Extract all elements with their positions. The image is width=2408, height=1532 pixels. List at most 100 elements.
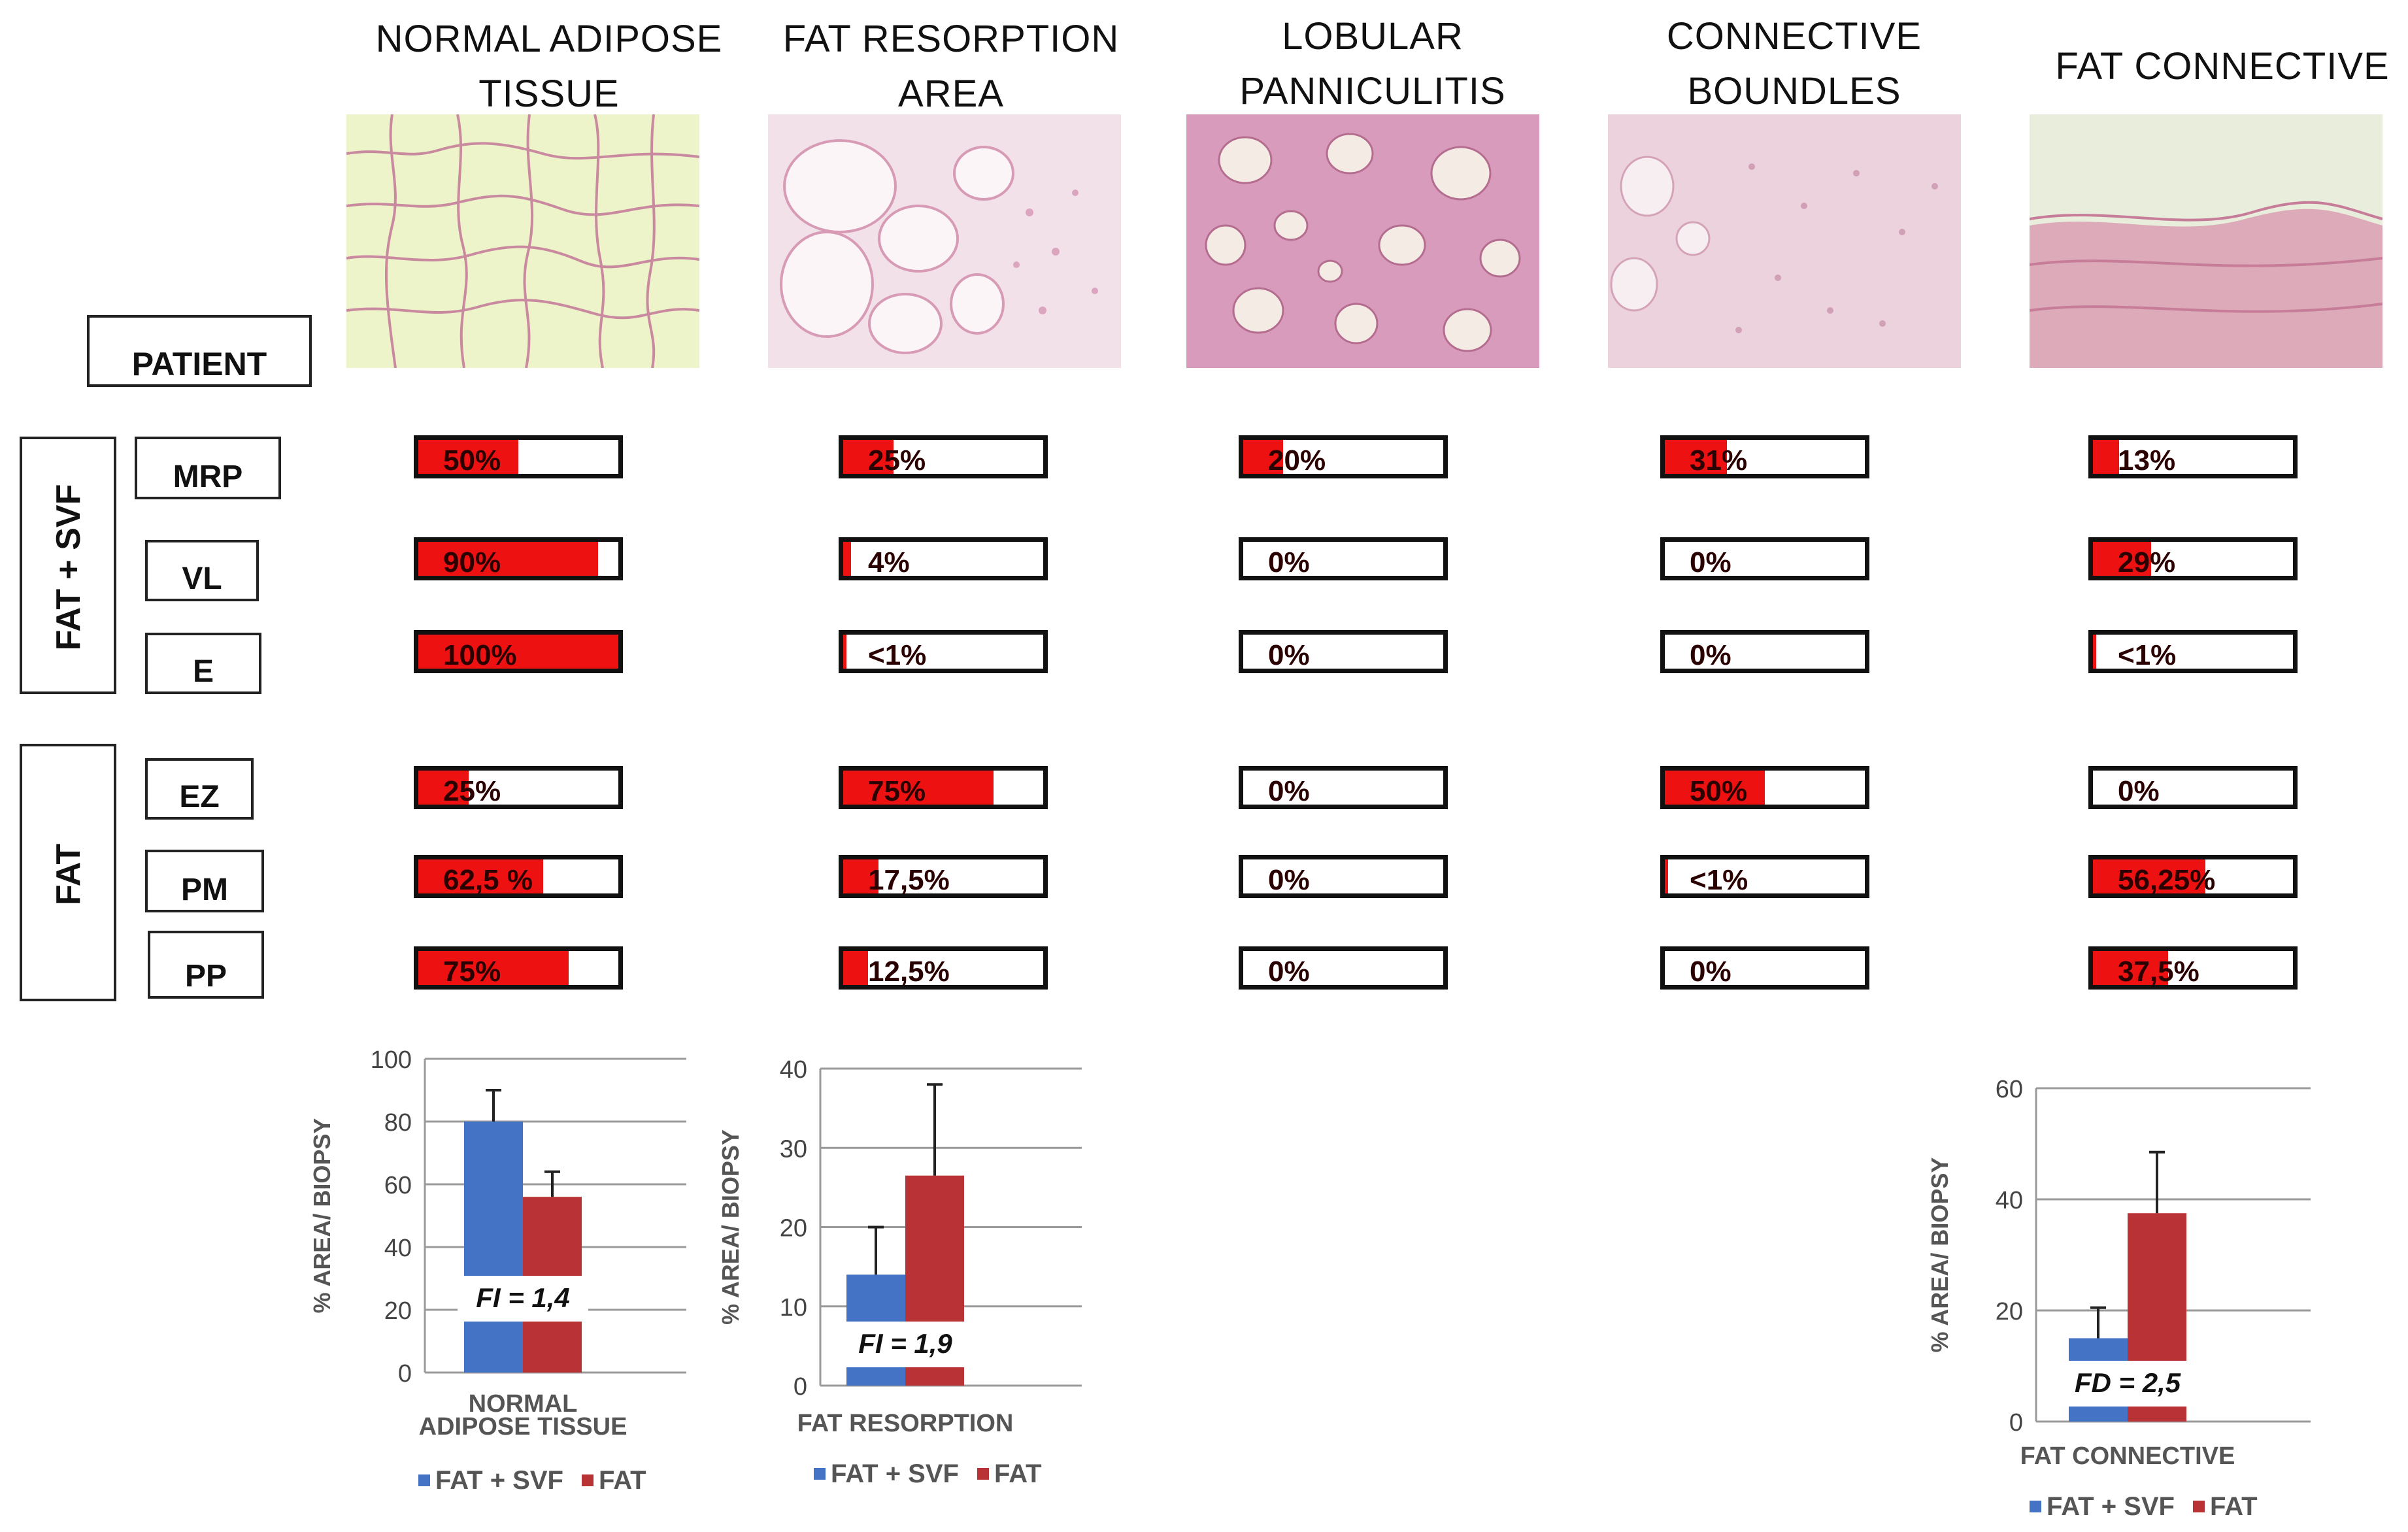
percentage-bar: 0%	[1239, 630, 1448, 673]
group-label-fat-svf: FAT + SVF	[50, 484, 88, 651]
y-axis-label: % AREA/ BIOPSY	[1926, 1157, 1953, 1353]
legend-swatch	[2193, 1501, 2205, 1512]
y-axis-label: % AREA/ BIOPSY	[309, 1118, 335, 1314]
percentage-bar-label: 0%	[2118, 775, 2160, 807]
percentage-bar-label: 0%	[1690, 546, 1731, 578]
percentage-bar: 37,5%	[2088, 946, 2298, 990]
percentage-bar-label: 20%	[1268, 444, 1326, 476]
percentage-bar-fill	[843, 951, 869, 985]
y-tick-label: 60	[1996, 1076, 2023, 1103]
group-label-fat: FAT	[50, 843, 88, 906]
patient-label: PATIENT	[87, 315, 312, 387]
percentage-bar-label: 0%	[1268, 546, 1310, 578]
percentage-bar-fill	[418, 951, 569, 985]
percentage-bar: <1%	[2088, 630, 2298, 673]
legend-label: FAT	[599, 1466, 646, 1495]
percentage-bar: 90%	[414, 537, 623, 580]
column-title-connective: CONNECTIVE BOUNDLES	[1666, 15, 1922, 112]
row-label-mrp: MRP	[135, 437, 281, 499]
histology-image-fat-connective	[2030, 114, 2383, 368]
category-label: ADIPOSE TISSUE	[419, 1413, 627, 1440]
y-tick-label: 60	[384, 1172, 412, 1199]
y-tick-label: 0	[2009, 1409, 2023, 1437]
percentage-bar-fill	[1665, 859, 1668, 893]
row-label-e: E	[145, 633, 261, 694]
percentage-bar-fill	[418, 771, 469, 805]
percentage-bar: 25%	[839, 435, 1048, 478]
y-tick-label: 0	[398, 1360, 412, 1388]
percentage-bar: 13%	[2088, 435, 2298, 478]
percentage-bar-fill	[1665, 440, 1727, 474]
y-tick-label: 100	[371, 1046, 412, 1074]
percentage-bar-label: <1%	[868, 639, 927, 671]
percentage-bar: 0%	[2088, 766, 2298, 809]
percentage-bar-fill	[418, 440, 518, 474]
percentage-bar-fill	[2093, 951, 2168, 985]
y-axis-label: % AREA/ BIOPSY	[717, 1129, 744, 1325]
annotation-band	[2062, 1361, 2193, 1407]
percentage-bar-label: 0%	[1268, 639, 1310, 671]
percentage-bar-fill	[843, 542, 852, 576]
percentage-bar-fill	[2093, 440, 2119, 474]
percentage-bar-label: <1%	[1690, 864, 1748, 896]
histology-image-resorption	[768, 114, 1121, 368]
legend-label: FAT	[2210, 1492, 2258, 1521]
category-label: FAT CONNECTIVE	[2020, 1442, 2235, 1470]
chart-fat-connective: 0 20 40 60 % AREA/ BIOPSY FD = 2,5 FAT CONNECT…	[1926, 1076, 2311, 1521]
index-annotation: FD = 2,5	[2075, 1367, 2181, 1398]
legend-label: FAT + SVF	[435, 1466, 563, 1495]
column-title-resorption: FAT RESORPTION AREA	[782, 18, 1120, 115]
percentage-bar-label: 13%	[2118, 444, 2176, 476]
index-annotation: FI = 1,4	[476, 1282, 570, 1313]
group-box-fat	[20, 744, 116, 1001]
percentage-bar: <1%	[839, 630, 1048, 673]
category-label: NORMAL	[469, 1390, 578, 1418]
percentage-bar-label: 17,5%	[868, 864, 950, 896]
index-annotation: FI = 1,9	[858, 1328, 952, 1359]
percentage-bar-fill	[2093, 542, 2151, 576]
percentage-bar: 75%	[839, 766, 1048, 809]
percentage-bar-label: 90%	[443, 546, 501, 578]
annotation-band	[458, 1276, 588, 1322]
percentage-bar: 17,5%	[839, 855, 1048, 898]
percentage-bar-fill	[843, 440, 894, 474]
y-tick-label: 40	[780, 1056, 807, 1084]
percentage-bar-label: 75%	[868, 775, 926, 807]
row-label-pp: PP	[148, 931, 264, 999]
percentage-bar-label: 25%	[868, 444, 926, 476]
y-tick-label: 20	[780, 1215, 807, 1242]
percentage-bar-label: 12,5%	[868, 956, 950, 988]
percentage-bar: 0%	[1660, 537, 1869, 580]
legend-swatch	[2030, 1501, 2041, 1512]
y-tick-label: 20	[1996, 1298, 2023, 1325]
percentage-bar: 75%	[414, 946, 623, 990]
percentage-bar: 4%	[839, 537, 1048, 580]
percentage-bar-label: 50%	[1690, 775, 1748, 807]
percentage-bar-fill	[2093, 635, 2096, 669]
histology-image-lobular	[1186, 114, 1539, 368]
y-tick-label: 80	[384, 1109, 412, 1137]
legend-swatch	[977, 1468, 989, 1480]
percentage-bar-label: 0%	[1690, 956, 1731, 988]
percentage-bar: 50%	[1660, 766, 1869, 809]
percentage-bar-label: 4%	[868, 546, 910, 578]
percentage-bar-label: 31%	[1690, 444, 1748, 476]
percentage-bar: 0%	[1239, 946, 1448, 990]
percentage-bar-fill	[843, 771, 994, 805]
percentage-bar: <1%	[1660, 855, 1869, 898]
percentage-bar: 0%	[1239, 537, 1448, 580]
y-tick-label: 20	[384, 1297, 412, 1325]
percentage-bar-fill	[843, 859, 878, 893]
percentage-bar-label: 29%	[2118, 546, 2176, 578]
percentage-bar-label: 62,5 %	[443, 864, 533, 896]
percentage-bar: 100%	[414, 630, 623, 673]
percentage-bar: 25%	[414, 766, 623, 809]
row-label-pm: PM	[145, 850, 264, 912]
percentage-bar-fill	[1243, 440, 1284, 474]
legend-swatch	[582, 1474, 594, 1486]
percentage-bar-fill	[1665, 771, 1765, 805]
percentage-bar: 50%	[414, 435, 623, 478]
legend-label: FAT	[994, 1459, 1042, 1488]
legend-label: FAT + SVF	[2047, 1492, 2175, 1521]
percentage-bar-fill	[418, 542, 599, 576]
